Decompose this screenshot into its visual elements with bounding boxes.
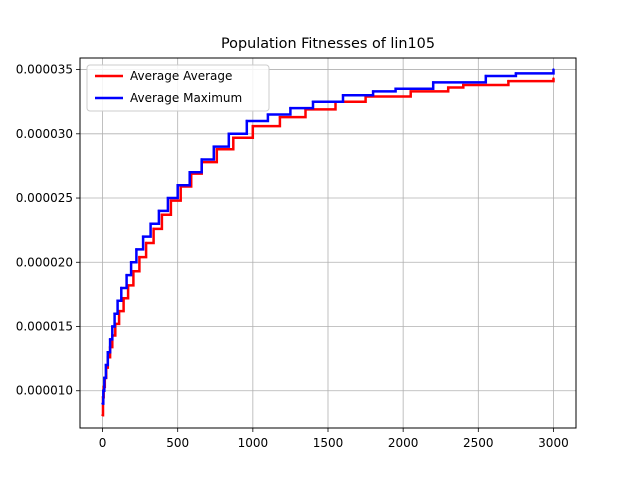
series-point-average-average [447,86,450,89]
series-point-average-maximum [484,74,488,78]
series-point-average-maximum [157,209,161,213]
series-point-average-maximum [120,286,123,290]
x-tick-label: 1000 [238,436,269,450]
series-point-average-maximum [341,94,345,97]
series-point-average-maximum [227,132,230,135]
series-point-average-average [160,213,164,216]
x-tick-label: 2000 [388,436,419,450]
series-point-average-maximum [141,235,145,238]
legend: Average Average Average Maximum [86,64,270,112]
series-point-average-maximum [371,90,375,93]
series-point-average-maximum [106,351,110,354]
series-point-average-maximum [103,376,106,380]
series-point-average-average [132,270,135,273]
series-point-average-maximum [212,145,215,148]
legend-box [86,64,270,112]
series-point-average-maximum [113,312,116,315]
series-point-average-maximum [176,183,179,187]
y-tick-label: 0.000015 [16,320,73,334]
series-point-average-average [122,297,125,300]
series-point-average-maximum [135,248,138,251]
series-point-average-maximum [149,222,152,225]
legend-label-average-maximum: Average Maximum [130,91,242,105]
series-point-average-maximum [394,87,397,91]
series-point-average-average [138,255,141,259]
series-point-average-maximum [108,338,112,341]
series-point-average-maximum [552,68,555,71]
series-point-average-average [409,90,412,93]
series-layer [101,68,555,417]
y-tick-label: 0.000035 [16,63,73,77]
series-point-average-average [552,77,555,80]
series-point-average-maximum [266,113,270,116]
series-point-average-maximum [102,389,105,392]
y-tick-label: 0.000025 [16,191,73,205]
x-tick-label: 2500 [463,436,494,450]
series-point-average-maximum [166,196,170,200]
series-point-average-maximum [111,325,114,328]
grid-lines [80,58,576,428]
series-point-average-maximum [188,171,191,174]
chart-title: Population Fitnesses of lin105 [221,36,435,52]
series-point-average-average [144,241,148,245]
x-tick-label: 0 [99,436,107,450]
axes: 0 500 1000 1500 2000 2500 3000 0.000010 0.000015… [16,63,569,450]
series-point-average-maximum [432,81,435,84]
x-tick-label: 1500 [313,436,344,450]
series-point-average-maximum [116,299,119,303]
series-point-average-maximum [200,158,203,161]
series-point-average-maximum [104,363,108,367]
series-point-average-average [232,136,235,139]
series-point-average-average [152,227,155,231]
y-tick-label: 0.000030 [16,127,73,141]
legend-label-average-average: Average Average [130,69,232,83]
series-point-average-maximum [125,273,128,277]
series-point-average-average [169,199,173,202]
series-point-average-maximum [101,402,104,405]
series-point-average-average [507,79,510,83]
series-point-average-maximum [129,261,133,264]
x-tick-label: 3000 [538,436,569,450]
series-point-average-average [251,124,255,128]
series-point-average-average [278,115,282,119]
y-tick-label: 0.000010 [16,384,73,398]
series-point-average-average [101,413,104,417]
series-point-average-maximum [311,100,315,103]
series-point-average-average [215,148,218,151]
y-tick-label: 0.000020 [16,255,73,269]
series-point-average-maximum [245,119,249,123]
x-tick-label: 500 [166,436,189,450]
series-point-average-maximum [289,106,292,110]
series-point-average-average [462,83,465,87]
series-point-average-maximum [514,72,518,75]
